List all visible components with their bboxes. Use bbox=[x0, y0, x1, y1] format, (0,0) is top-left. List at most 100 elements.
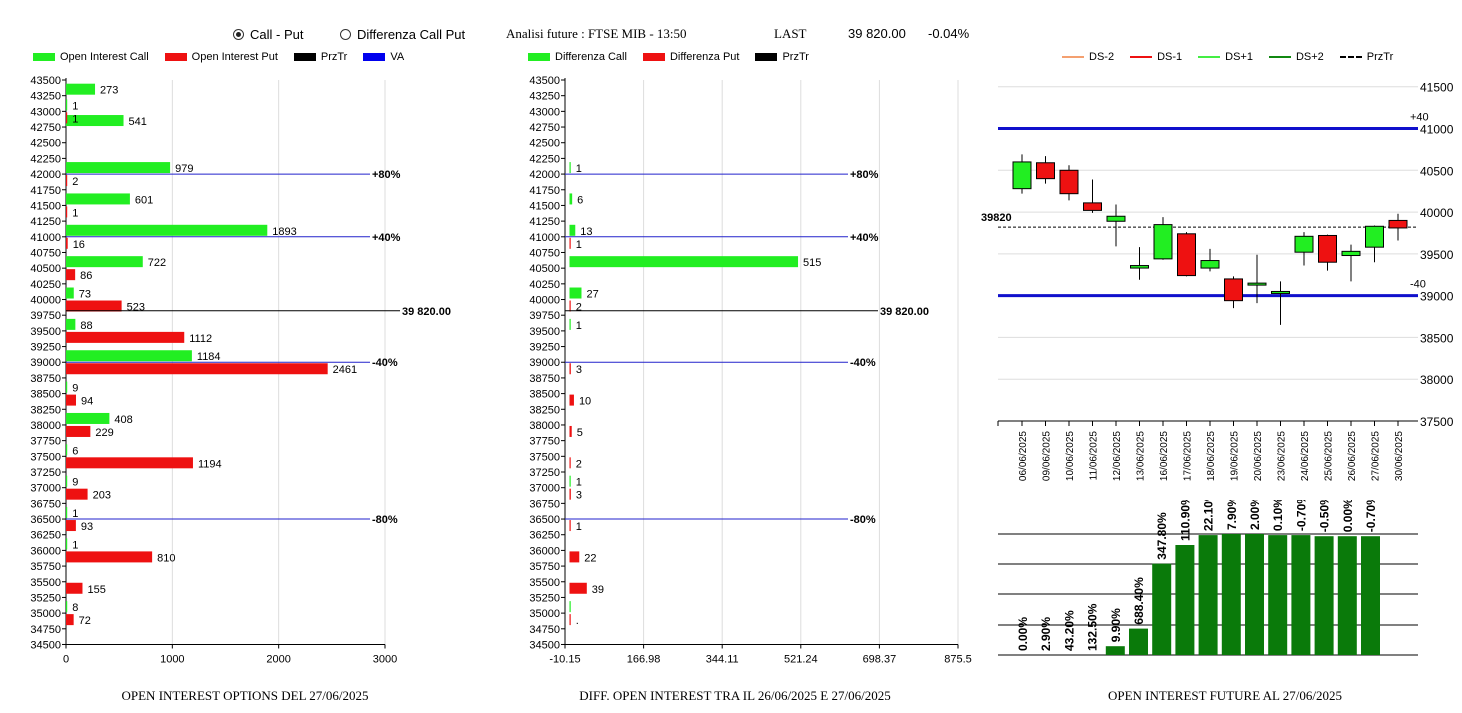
call-bar bbox=[569, 193, 573, 205]
candle-body bbox=[1059, 169, 1079, 195]
future-bar-label: 0.00% bbox=[1341, 500, 1355, 532]
call-bar bbox=[66, 350, 192, 362]
y-tick-label: 35000 bbox=[30, 608, 61, 620]
y-tick-label: 38000 bbox=[1420, 373, 1454, 387]
call-bar bbox=[569, 256, 799, 268]
bar-value-label: 408 bbox=[114, 414, 132, 426]
call-bar bbox=[569, 601, 571, 613]
future-bar-label: 688.40% bbox=[1132, 577, 1146, 625]
y-tick-label: 37000 bbox=[30, 483, 61, 495]
bar-value-label: 9 bbox=[72, 383, 78, 395]
candle-body bbox=[1083, 202, 1102, 211]
y-tick-label: 39500 bbox=[1420, 248, 1454, 262]
y-tick-label: 41000 bbox=[529, 232, 560, 244]
put-bar bbox=[66, 425, 91, 437]
y-tick-label: 41250 bbox=[529, 216, 560, 228]
call-bar bbox=[569, 318, 571, 330]
candle-body bbox=[1036, 162, 1055, 180]
reference-label: +40% bbox=[372, 232, 401, 244]
date-label: 27/06/2025 bbox=[1371, 431, 1382, 481]
y-tick-label: 42500 bbox=[30, 138, 61, 150]
bar-value-label: 1893 bbox=[272, 226, 296, 238]
y-tick-label: 41500 bbox=[529, 200, 560, 212]
y-tick-label: 43500 bbox=[30, 75, 61, 87]
reference-label: -80% bbox=[372, 514, 398, 526]
bar-value-label: 155 bbox=[87, 584, 105, 596]
future-bar-label: 0.10% bbox=[1271, 500, 1285, 531]
y-tick-label: 38000 bbox=[529, 420, 560, 432]
put-bar bbox=[569, 582, 587, 594]
call-bar bbox=[569, 162, 571, 174]
y-tick-label: 34500 bbox=[529, 639, 560, 651]
y-tick-label: 42500 bbox=[529, 138, 560, 150]
call-bar bbox=[66, 287, 74, 299]
candle-body bbox=[1365, 225, 1384, 248]
date-label: 12/06/2025 bbox=[1112, 431, 1123, 481]
y-tick-label: 42250 bbox=[529, 153, 560, 165]
y-tick-label: 36500 bbox=[529, 514, 560, 526]
bar-value-label: 2 bbox=[576, 302, 582, 314]
y-tick-label: 40250 bbox=[30, 279, 61, 291]
call-bar bbox=[66, 162, 171, 174]
bar-value-label: 86 bbox=[80, 270, 92, 282]
bar-value-label: 39 bbox=[592, 584, 604, 596]
bar-value-label: 1 bbox=[576, 239, 582, 251]
oi-legend-item: Open Interest Put bbox=[164, 51, 278, 63]
bar-value-label: 27 bbox=[586, 289, 598, 301]
future-bar-label: 2.90% bbox=[1039, 617, 1053, 651]
future-bar-label: 7.90% bbox=[1225, 500, 1239, 530]
ds-band-label: -40 bbox=[1410, 279, 1426, 291]
bar-value-label: 3 bbox=[576, 364, 582, 376]
bar-value-label: 94 bbox=[81, 396, 93, 408]
y-tick-label: 39750 bbox=[30, 310, 61, 322]
bar-value-label: 1 bbox=[72, 508, 78, 520]
legend-label: Differenza Call bbox=[555, 51, 627, 63]
y-tick-label: 36250 bbox=[30, 530, 61, 542]
y-tick-label: 34500 bbox=[30, 639, 61, 651]
y-tick-label: 41750 bbox=[529, 185, 560, 197]
y-tick-label: 43000 bbox=[529, 106, 560, 118]
future-bar-label: -0.50% bbox=[1318, 500, 1332, 532]
legend-swatch-icon bbox=[164, 53, 187, 61]
date-label: 20/06/2025 bbox=[1253, 431, 1264, 481]
put-bar bbox=[66, 457, 193, 469]
chart-candlestick-future: 41500 41000 40500 40000 39500 39000 38500 38000… bbox=[981, 81, 1454, 481]
put-bar bbox=[66, 394, 76, 406]
radio-call-put[interactable]: Call - Put bbox=[233, 27, 303, 42]
future-bar-label: 132.50% bbox=[1086, 603, 1100, 651]
future-bar-label: -0.70% bbox=[1294, 500, 1308, 531]
reference-label: +40% bbox=[850, 232, 879, 244]
y-tick-label: 34750 bbox=[529, 624, 560, 636]
legend-label: DS-2 bbox=[1089, 51, 1115, 63]
bar-value-label: 229 bbox=[95, 427, 113, 439]
reference-label: 39 820.00 bbox=[402, 306, 451, 318]
put-bar bbox=[66, 269, 76, 281]
date-label: 25/06/2025 bbox=[1324, 431, 1335, 481]
radio-diff[interactable]: Differenza Call Put bbox=[340, 27, 465, 42]
date-label: 06/06/2025 bbox=[1018, 431, 1029, 481]
diff-legend-item: Differenza Put bbox=[642, 51, 739, 63]
bar-value-label: 1 bbox=[72, 113, 78, 125]
future-bar bbox=[1105, 646, 1125, 655]
y-tick-label: 40000 bbox=[30, 295, 61, 307]
call-bar bbox=[66, 99, 68, 111]
y-tick-label: 41000 bbox=[1420, 123, 1454, 137]
y-tick-label: 38750 bbox=[30, 373, 61, 385]
bar-value-label: 88 bbox=[80, 320, 92, 332]
put-bar bbox=[66, 175, 68, 187]
put-bar bbox=[569, 300, 571, 312]
y-tick-label: 39000 bbox=[1420, 290, 1454, 304]
y-tick-label: 35000 bbox=[529, 608, 560, 620]
legend-swatch-icon bbox=[363, 53, 386, 61]
y-tick-label: 34750 bbox=[30, 624, 61, 636]
date-label: 24/06/2025 bbox=[1300, 431, 1311, 481]
y-tick-label: 37250 bbox=[30, 467, 61, 479]
y-tick-label: 40000 bbox=[1420, 206, 1454, 220]
put-bar bbox=[569, 394, 574, 406]
put-bar bbox=[66, 551, 153, 563]
bar-value-label: . bbox=[576, 615, 579, 627]
y-tick-label: 35250 bbox=[529, 592, 560, 604]
x-tick-label: 0 bbox=[63, 653, 69, 665]
call-bar bbox=[66, 601, 68, 613]
y-tick-label: 41250 bbox=[30, 216, 61, 228]
